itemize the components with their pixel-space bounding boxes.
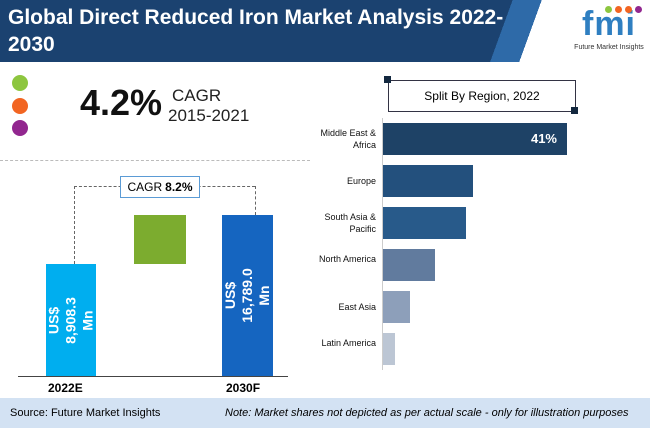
- source-text: Source: Future Market Insights: [10, 407, 161, 419]
- historical-cagr-label: CAGR: [172, 86, 222, 105]
- bar-2022-label: US$ 8,908.3 Mn: [45, 296, 96, 344]
- orange-dot: [12, 98, 28, 114]
- forecast-cagr-value: 8.2%: [165, 180, 193, 194]
- region-bar: [383, 207, 467, 239]
- category-axis: [382, 118, 383, 370]
- corner-marker: [384, 76, 391, 83]
- dashed-connector-left: [74, 186, 75, 264]
- region-bar: [383, 165, 473, 197]
- region-label: South Asia & Pacific: [324, 212, 376, 234]
- chart-title: Split By Region, 2022: [388, 80, 576, 112]
- region-bar: [383, 333, 396, 365]
- historical-period: 2015-2021: [168, 106, 250, 125]
- bar-2030: US$ 16,789.0 Mn: [222, 215, 273, 376]
- region-label: East Asia: [338, 302, 376, 312]
- year-2022: 2022E: [48, 381, 83, 395]
- region-label: Middle East & Africa: [320, 128, 376, 150]
- dashed-connector-right: [255, 186, 256, 215]
- fmi-logo: fmi Future Market Insights: [568, 4, 650, 60]
- region-bar: 41%: [383, 123, 567, 155]
- region-bar: [383, 291, 410, 323]
- forecast-cagr-label: CAGR: [127, 180, 163, 194]
- green-dot: [12, 75, 28, 91]
- bar-2030-label: US$ 16,789.0 Mn: [222, 268, 272, 323]
- purple-dot: [12, 120, 28, 136]
- corner-marker: [571, 107, 578, 114]
- header-banner: [0, 0, 560, 62]
- region-label: Europe: [346, 176, 376, 186]
- note-text: Note: Market shares not depicted as per …: [225, 407, 629, 419]
- region-bar: [383, 249, 435, 281]
- page-title: Global Direct Reduced Iron Market Analys…: [8, 6, 504, 56]
- growth-block: [134, 215, 186, 264]
- bar-data-label: 41%: [530, 131, 557, 146]
- logo-subtitle: Future Market Insights: [574, 44, 644, 51]
- region-label: Latin America: [321, 338, 376, 348]
- historical-cagr-value: 4.2%: [80, 82, 163, 123]
- bar-2022: US$ 8,908.3 Mn: [46, 264, 96, 376]
- region-label: North America: [318, 254, 376, 264]
- divider: [0, 160, 310, 161]
- footer: Source: Future Market Insights Note: Mar…: [0, 398, 650, 428]
- baseline: [18, 376, 288, 377]
- year-2030: 2030F: [226, 381, 261, 395]
- forecast-cagr-box: CAGR 8.2%: [120, 176, 200, 198]
